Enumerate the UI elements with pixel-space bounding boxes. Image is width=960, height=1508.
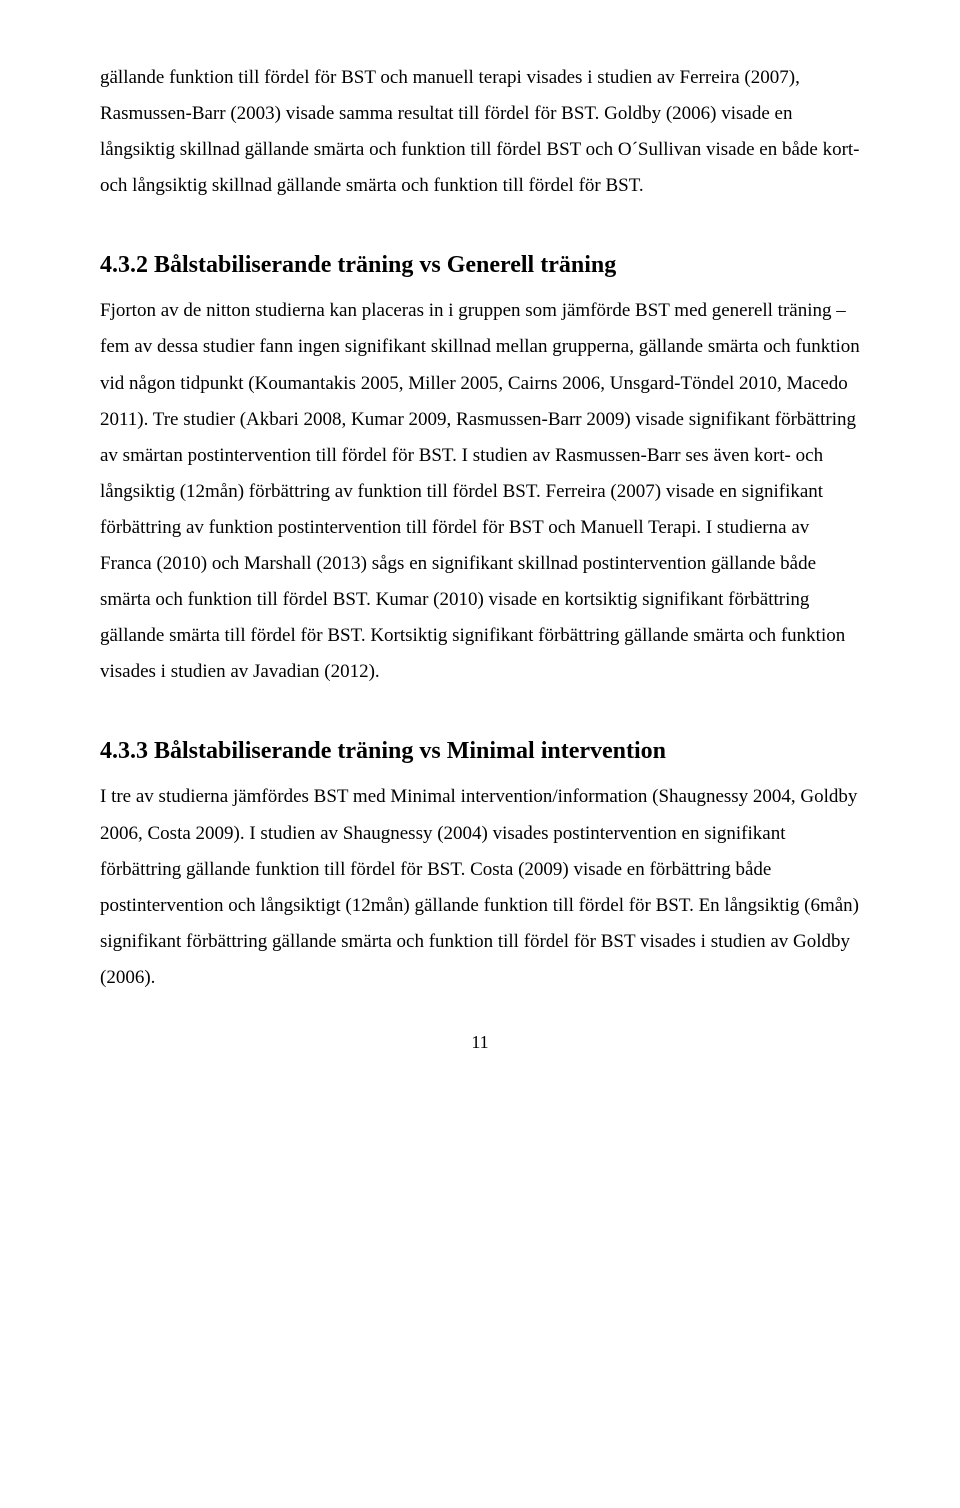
page-container: gällande funktion till fördel för BST oc… <box>0 0 960 1093</box>
paragraph-3: I tre av studierna jämfördes BST med Min… <box>100 779 860 996</box>
paragraph-2: Fjorton av de nitton studierna kan place… <box>100 293 860 690</box>
paragraph-1: gällande funktion till fördel för BST oc… <box>100 60 860 204</box>
heading-4-3-3: 4.3.3 Bålstabiliserande träning vs Minim… <box>100 738 860 765</box>
page-number: 11 <box>100 1032 860 1053</box>
heading-4-3-2: 4.3.2 Bålstabiliserande träning vs Gener… <box>100 252 860 279</box>
